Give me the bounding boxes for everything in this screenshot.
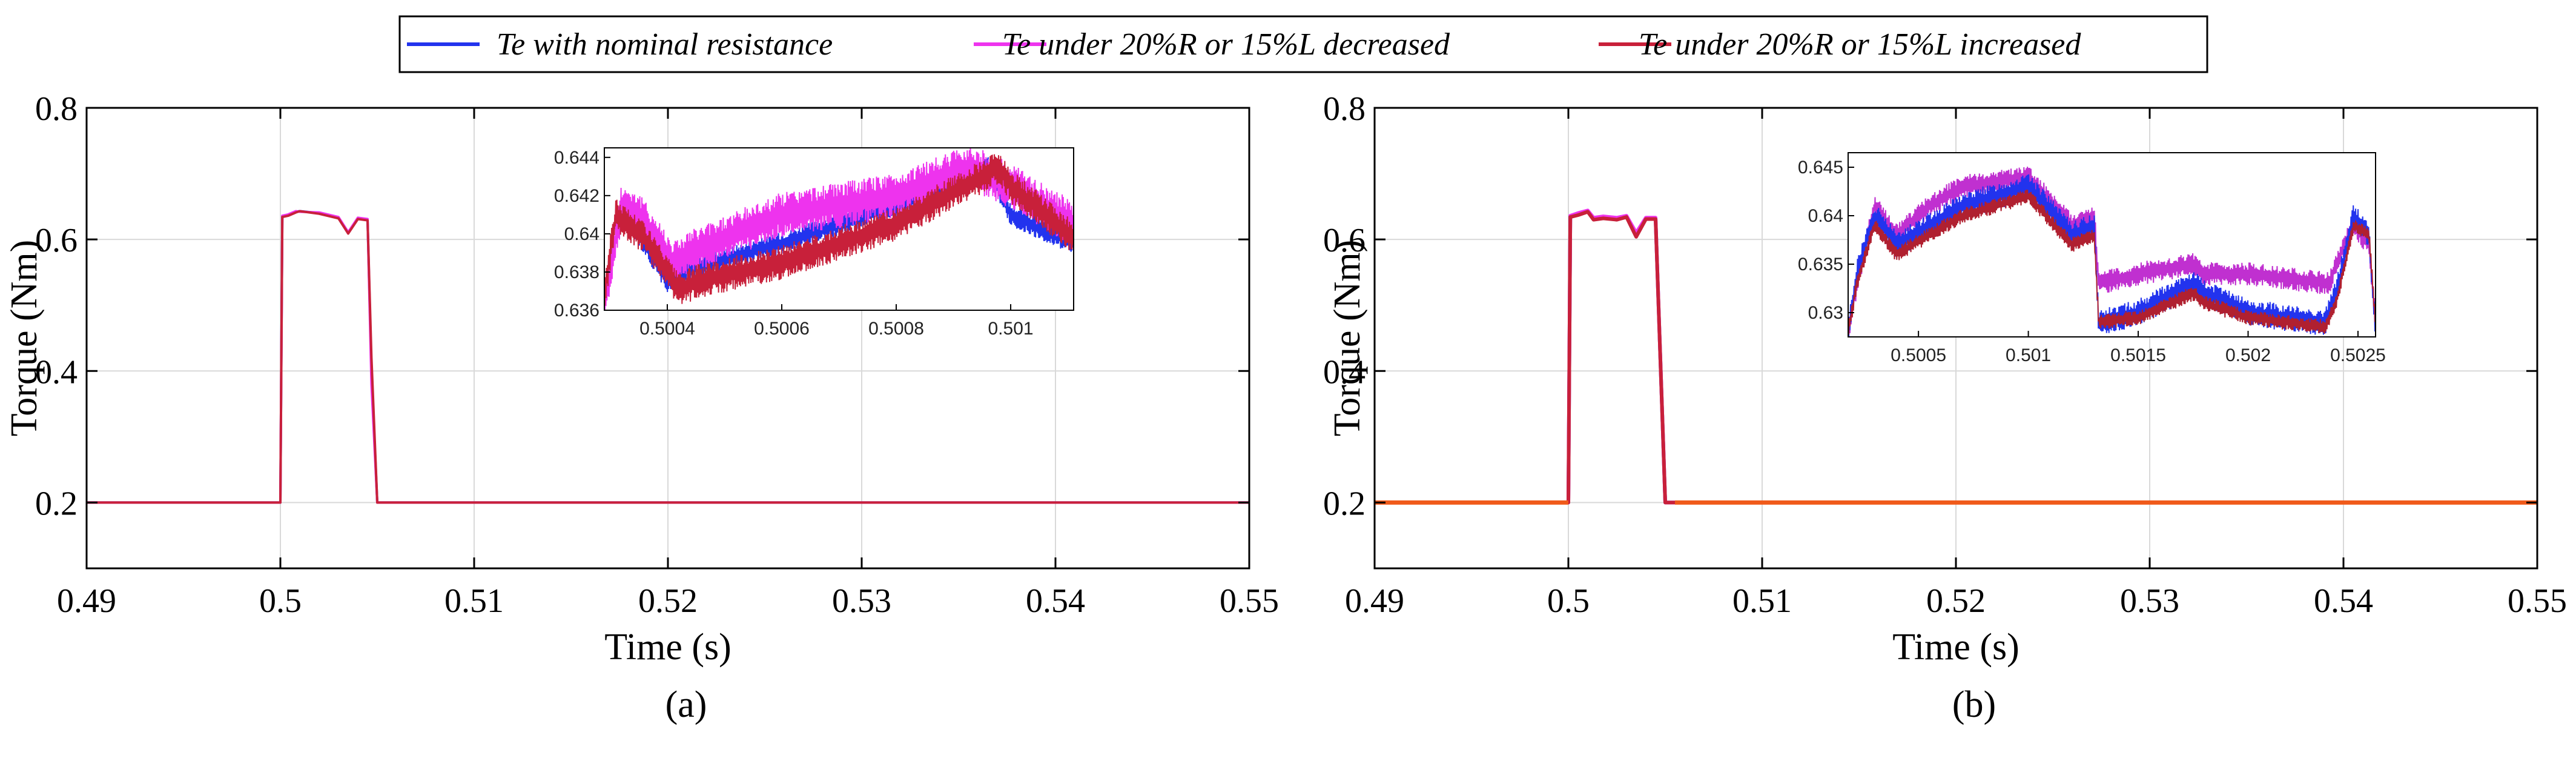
y-tick-label: 0.2 <box>35 485 78 522</box>
x-tick-label: 0.55 <box>2508 582 2567 620</box>
x-tick-label: 0.53 <box>2120 582 2179 620</box>
y-axis-label: Torque (Nm) <box>4 240 45 437</box>
inset-series-line-3 <box>1848 190 2376 335</box>
inset-x-tick-label: 0.5015 <box>2110 345 2166 365</box>
x-tick-label: 0.49 <box>57 582 116 620</box>
inset-y-tick-label: 0.642 <box>554 186 599 206</box>
inset-zoom: 0.5005 0.501 0.5015 0.502 0.5025 0.63 0.635 0.6… <box>1798 152 2386 365</box>
panel-caption: (b) <box>1952 684 1996 725</box>
legend-label-1: Te with nominal resistance <box>497 27 833 62</box>
y-tick-label: 0.2 <box>1323 485 1366 522</box>
y-tick-label: 0.6 <box>35 222 78 259</box>
x-tick-label: 0.51 <box>444 582 504 620</box>
y-axis-label: Torque (Nm) <box>1327 240 1368 437</box>
chart-panel-b: 0.49 0.5 0.51 0.52 0.53 0.54 0.55 0.2 0.4 0.6 0.8 T… <box>1323 90 2567 725</box>
inset-x-tick-label: 0.5006 <box>754 319 810 339</box>
inset-x-tick-label: 0.5004 <box>639 319 695 339</box>
inset-y-tick-label: 0.63 <box>1808 303 1843 323</box>
inset-x-tick-label: 0.502 <box>2225 345 2271 365</box>
x-axis-label: Time (s) <box>604 627 732 668</box>
legend-box <box>398 15 2208 73</box>
inset-series-group <box>604 148 1074 310</box>
inset-series-line-1 <box>1848 167 2376 337</box>
inset-x-tick-label: 0.501 <box>2006 345 2051 365</box>
inset-x-tick-label: 0.5025 <box>2330 345 2386 365</box>
inset-x-tick-label: 0.501 <box>988 319 1033 339</box>
x-tick-label: 0.5 <box>259 582 302 620</box>
inset-frame <box>604 147 1074 311</box>
legend-label-2: Te under 20%R or 15%L decreased <box>1002 27 1450 62</box>
x-tick-label: 0.53 <box>832 582 891 620</box>
series-line-3 <box>1375 210 2537 505</box>
y-tick-label: 0.4 <box>1323 353 1366 391</box>
x-tick-label: 0.52 <box>638 582 698 620</box>
y-tick-label: 0.8 <box>35 90 78 128</box>
x-tick-label: 0.52 <box>1926 582 1986 620</box>
x-tick-label: 0.54 <box>1026 582 1085 620</box>
inset-x-tick-label: 0.5008 <box>868 319 924 339</box>
y-tick-label: 0.4 <box>35 353 78 391</box>
inset-x-tick-label: 0.5005 <box>1891 345 1946 365</box>
inset-y-tick-label: 0.644 <box>554 148 599 168</box>
x-tick-label: 0.5 <box>1547 582 1590 620</box>
inset-y-tick-label: 0.638 <box>554 262 599 282</box>
x-tick-label: 0.49 <box>1345 582 1404 620</box>
chart-panel-a: 0.49 0.5 0.51 0.52 0.53 0.54 0.55 0.2 0.4 0.6 0.8 T… <box>4 90 1279 725</box>
inset-y-tick-label: 0.635 <box>1798 254 1843 274</box>
x-tick-label: 0.55 <box>1220 582 1279 620</box>
inset-y-tick-label: 0.64 <box>1808 206 1843 226</box>
panel-caption: (a) <box>665 684 707 725</box>
inset-y-tick-label: 0.64 <box>564 224 599 244</box>
y-tick-label: 0.8 <box>1323 90 1366 128</box>
inset-series-group <box>1848 167 2376 337</box>
y-tick-label: 0.6 <box>1323 222 1366 259</box>
x-tick-label: 0.54 <box>2314 582 2373 620</box>
x-axis-label: Time (s) <box>1892 627 2020 668</box>
legend-label-3: Te under 20%R or 15%L increased <box>1639 27 2081 62</box>
inset-series-line-2 <box>1848 174 2376 337</box>
inset-plot-area <box>1848 153 2376 337</box>
inset-series-line-3 <box>604 154 1074 306</box>
inset-y-tick-label: 0.645 <box>1798 158 1843 178</box>
inset-y-tick-label: 0.636 <box>554 301 599 321</box>
inset-frame <box>1848 152 2376 337</box>
inset-zoom: 0.5004 0.5006 0.5008 0.501 0.636 0.638 0.64 0.6… <box>554 147 1074 339</box>
x-tick-label: 0.51 <box>1732 582 1792 620</box>
series-line-3 <box>87 210 1249 504</box>
